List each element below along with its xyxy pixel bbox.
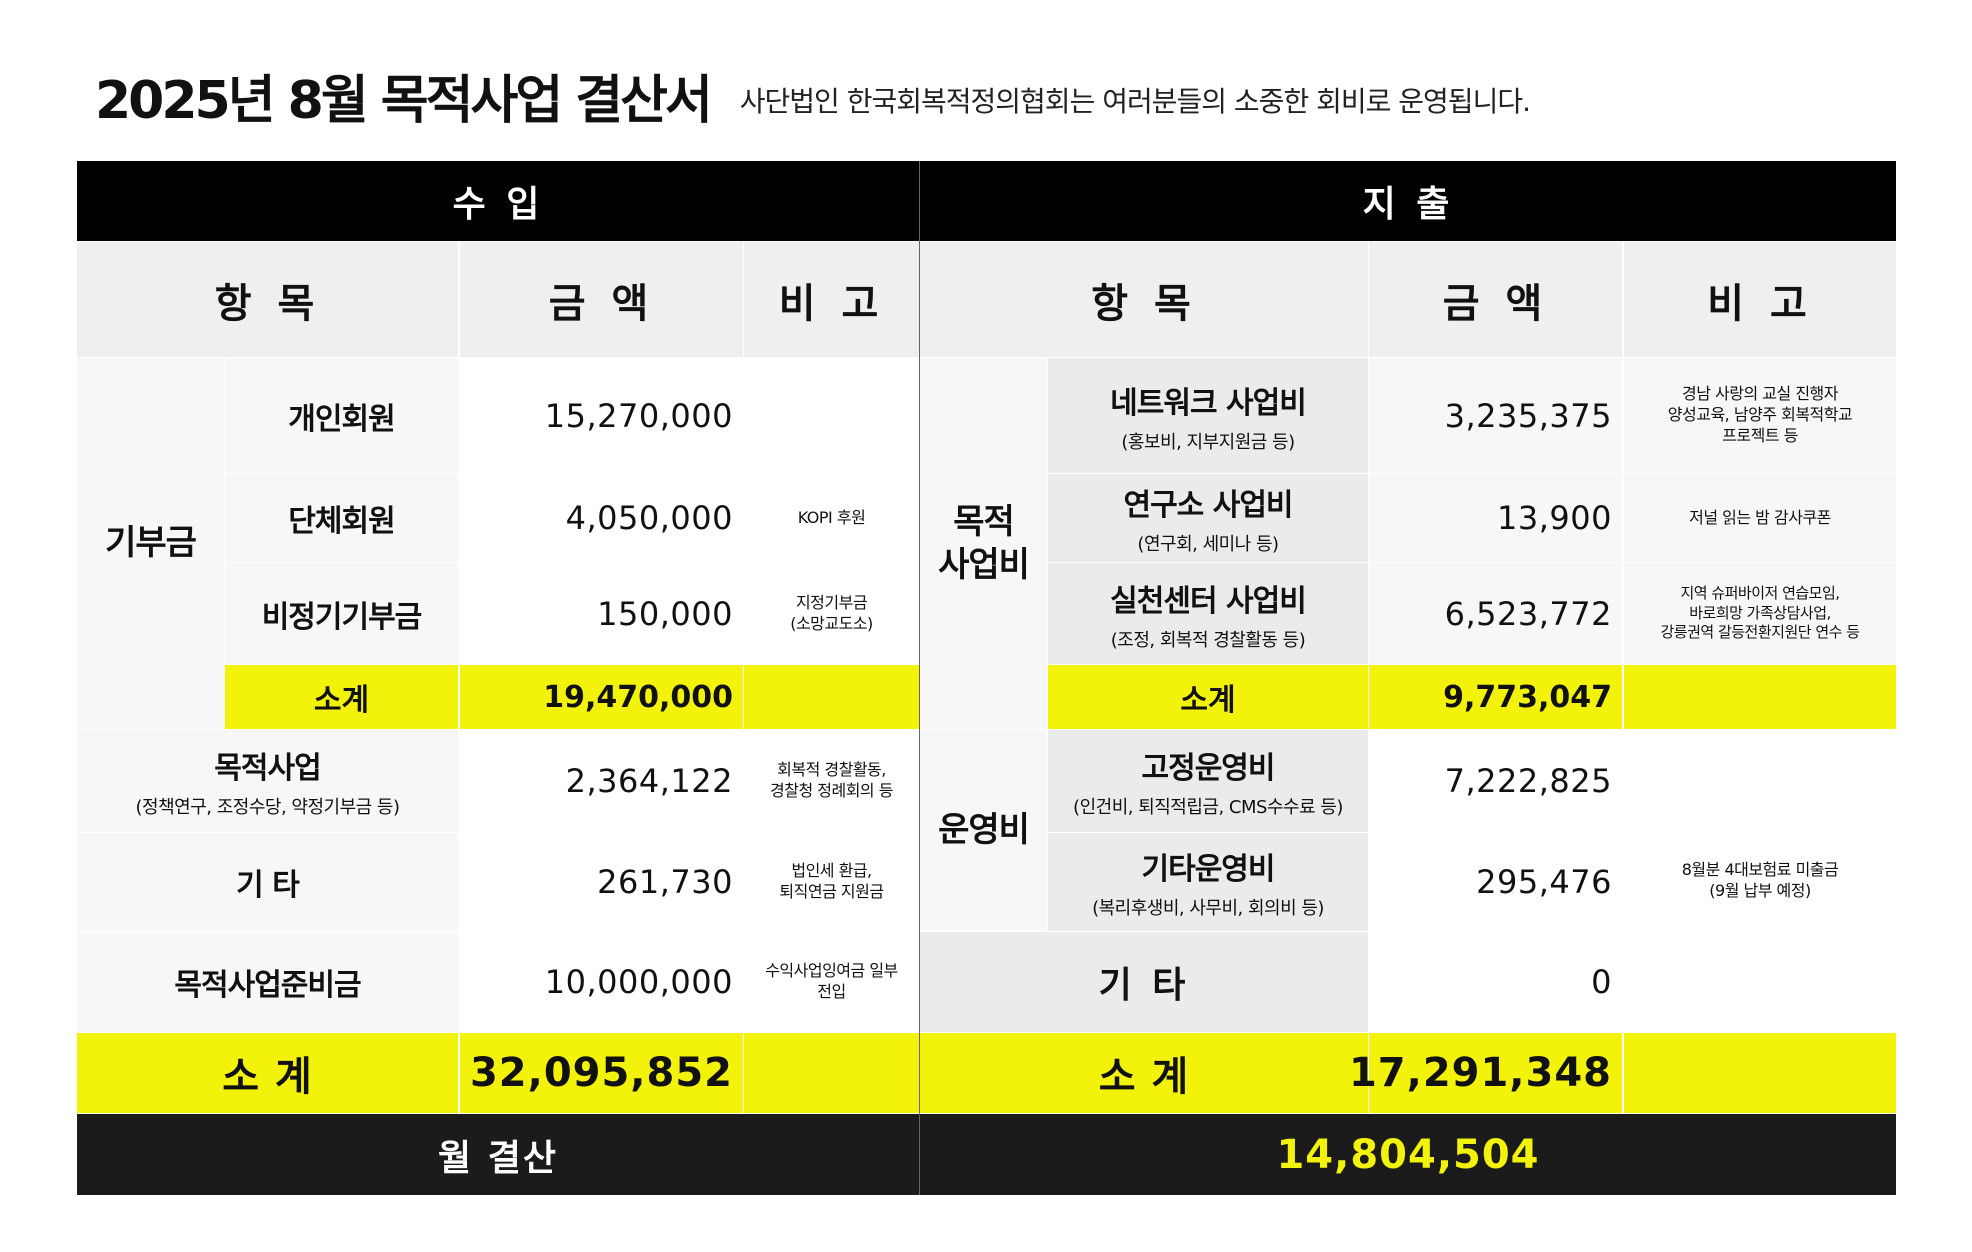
- note-line: 경남 사랑의 교실 진행자: [1682, 384, 1838, 404]
- note-line: 지정기부금: [795, 592, 868, 612]
- expense-item-fixed-operation: 고정운영비 (인건비, 퇴직적립금, CMS수수료 등): [1048, 730, 1368, 832]
- expense-total-amount: 17,291,348: [1349, 1033, 1622, 1113]
- note-line: 전입: [817, 982, 846, 1001]
- item-sublabel: (조정, 회복적 경찰활동 등): [1110, 629, 1306, 651]
- item-label: 기타운영비: [1141, 852, 1276, 887]
- monthly-settlement-value: 14,804,504: [920, 1114, 1896, 1195]
- note-line: 경찰청 정례회의 등: [770, 781, 893, 800]
- expense-note-header: 비 고: [1624, 242, 1896, 357]
- expense-item-other-operation: 기타운영비 (복리후생비, 사무비, 회의비 등): [1048, 833, 1368, 931]
- note-line: 퇴직연금 지원금: [779, 882, 884, 901]
- donation-item-individual: 개인회원: [225, 358, 458, 473]
- income-section-header: 수 입: [77, 161, 919, 241]
- item-sublabel: (정책연구, 조정수당, 약정기부금 등): [135, 797, 401, 818]
- note-line: (소망교도소): [790, 613, 873, 633]
- operation-expense-group-label: 운영비: [920, 730, 1047, 931]
- expense-amount-other-operation: 295,476: [1369, 833, 1622, 931]
- note-line: 수익사업잉여금 일부: [765, 961, 898, 981]
- note-line: 바로희망 가족상담사업,: [1689, 603, 1831, 622]
- item-sublabel: (복리후생비, 사무비, 회의비 등): [1092, 898, 1324, 919]
- donation-amount-group: 4,050,000: [460, 474, 743, 562]
- item-label: 고정운영비: [1141, 751, 1276, 786]
- donation-group-label: 기부금: [77, 358, 224, 729]
- settlement-table: 수 입 지 출 항 목 금 액 비 고 항 목 금 액 비 고 기부금 개인회원…: [77, 161, 1896, 1195]
- donation-subtotal-amount: 19,470,000: [460, 665, 743, 729]
- income-amount-reserve: 10,000,000: [460, 932, 743, 1032]
- note-line: 저널 읽는 밤 감사쿠폰: [1689, 507, 1831, 527]
- note-line: 8월분 4대보험료 미출금: [1681, 860, 1839, 880]
- expense-item-network: 네트워크 사업비 (홍보비, 지부지원금 등): [1048, 358, 1368, 473]
- monthly-settlement-label: 월 결산: [77, 1114, 919, 1195]
- purpose-expense-subtotal-note: [1624, 665, 1896, 729]
- donation-amount-irregular: 150,000: [460, 563, 743, 664]
- expense-amount-network: 3,235,375: [1369, 358, 1622, 473]
- income-item-purpose: 목적사업 (정책연구, 조정수당, 약정기부금 등): [77, 730, 458, 832]
- income-note-reserve: 수익사업잉여금 일부 전입: [744, 932, 919, 1032]
- group-label-line: 목적: [953, 502, 1015, 542]
- donation-note-individual: [744, 358, 919, 473]
- center-divider: [919, 161, 920, 1195]
- group-label-line: 사업비: [938, 544, 1030, 585]
- expense-total-label: 소 계: [920, 1033, 1368, 1113]
- donation-item-irregular: 비정기기부금: [225, 563, 458, 664]
- donation-item-group: 단체회원: [225, 474, 458, 562]
- note-line: 강릉권역 갈등전환지원단 연수 등: [1660, 623, 1860, 642]
- expense-amount-practice: 6,523,772: [1369, 563, 1622, 664]
- expense-note-practice: 지역 슈퍼바이저 연습모임, 바로희망 가족상담사업, 강릉권역 갈등전환지원단…: [1624, 563, 1896, 664]
- item-label: 네트워크 사업비: [1110, 385, 1307, 421]
- expense-amount-research: 13,900: [1369, 474, 1622, 562]
- income-item-other: 기 타: [77, 833, 458, 931]
- expense-note-research: 저널 읽는 밤 감사쿠폰: [1624, 474, 1896, 562]
- note-line: 법인세 환급,: [791, 861, 872, 881]
- page-subtitle: 사단법인 한국회복적정의협회는 여러분들의 소중한 회비로 운영됩니다.: [739, 85, 1531, 118]
- income-note-purpose: 회복적 경찰활동, 경찰청 정례회의 등: [744, 730, 919, 832]
- note-line: 양성교육, 남양주 회복적학교: [1667, 405, 1853, 425]
- item-label: 목적사업: [214, 751, 321, 786]
- expense-total-note: [1624, 1033, 1896, 1113]
- income-total-note: [744, 1033, 919, 1113]
- note-line: 지역 슈퍼바이저 연습모임,: [1680, 584, 1840, 603]
- income-total-amount: 32,095,852: [460, 1033, 743, 1113]
- income-note-header: 비 고: [744, 242, 919, 357]
- expense-item-practice: 실천센터 사업비 (조정, 회복적 경찰활동 등): [1048, 563, 1368, 664]
- page-title: 2025년 8월 목적사업 결산서: [95, 70, 713, 131]
- donation-note-irregular: 지정기부금 (소망교도소): [744, 563, 919, 664]
- donation-subtotal-note: [744, 665, 919, 729]
- income-amount-purpose: 2,364,122: [460, 730, 743, 832]
- donation-amount-individual: 15,270,000: [460, 358, 743, 473]
- purpose-expense-subtotal-label: 소계: [1048, 665, 1368, 729]
- income-amount-other: 261,730: [460, 833, 743, 931]
- donation-note-group: KOPI 후원: [744, 474, 919, 562]
- income-amount-header: 금 액: [460, 242, 743, 357]
- purpose-expense-group-label: 목적 사업비: [920, 358, 1047, 729]
- expense-amount-other: 0: [1369, 932, 1622, 1032]
- expense-item-research: 연구소 사업비 (연구회, 세미나 등): [1048, 474, 1368, 562]
- donation-subtotal-label: 소계: [225, 665, 458, 729]
- item-sublabel: (연구회, 세미나 등): [1137, 534, 1279, 555]
- note-line: 회복적 경찰활동,: [777, 760, 886, 780]
- expense-item-other: 기 타: [920, 932, 1368, 1032]
- expense-note-network: 경남 사랑의 교실 진행자 양성교육, 남양주 회복적학교 프로젝트 등: [1624, 358, 1896, 473]
- expense-section-header: 지 출: [920, 161, 1896, 241]
- operation-expense-note: 8월분 4대보험료 미출금 (9월 납부 예정): [1624, 730, 1896, 1032]
- income-note-other: 법인세 환급, 퇴직연금 지원금: [744, 833, 919, 931]
- item-label: 실천센터 사업비: [1110, 583, 1307, 619]
- income-total-label: 소 계: [77, 1033, 458, 1113]
- item-sublabel: (홍보비, 지부지원금 등): [1121, 431, 1295, 453]
- page-header: 2025년 8월 목적사업 결산서 사단법인 한국회복적정의협회는 여러분들의 …: [95, 60, 1531, 131]
- expense-item-header: 항 목: [920, 242, 1368, 357]
- item-sublabel: (인건비, 퇴직적립금, CMS수수료 등): [1073, 797, 1343, 818]
- item-label: 연구소 사업비: [1123, 488, 1293, 523]
- purpose-expense-subtotal-amount: 9,773,047: [1369, 665, 1622, 729]
- expense-amount-fixed-operation: 7,222,825: [1369, 730, 1622, 832]
- income-item-reserve: 목적사업준비금: [77, 932, 458, 1032]
- note-line: 프로젝트 등: [1722, 425, 1798, 445]
- note-line: (9월 납부 예정): [1709, 881, 1811, 900]
- income-item-header: 항 목: [77, 242, 458, 357]
- expense-amount-header: 금 액: [1369, 242, 1622, 357]
